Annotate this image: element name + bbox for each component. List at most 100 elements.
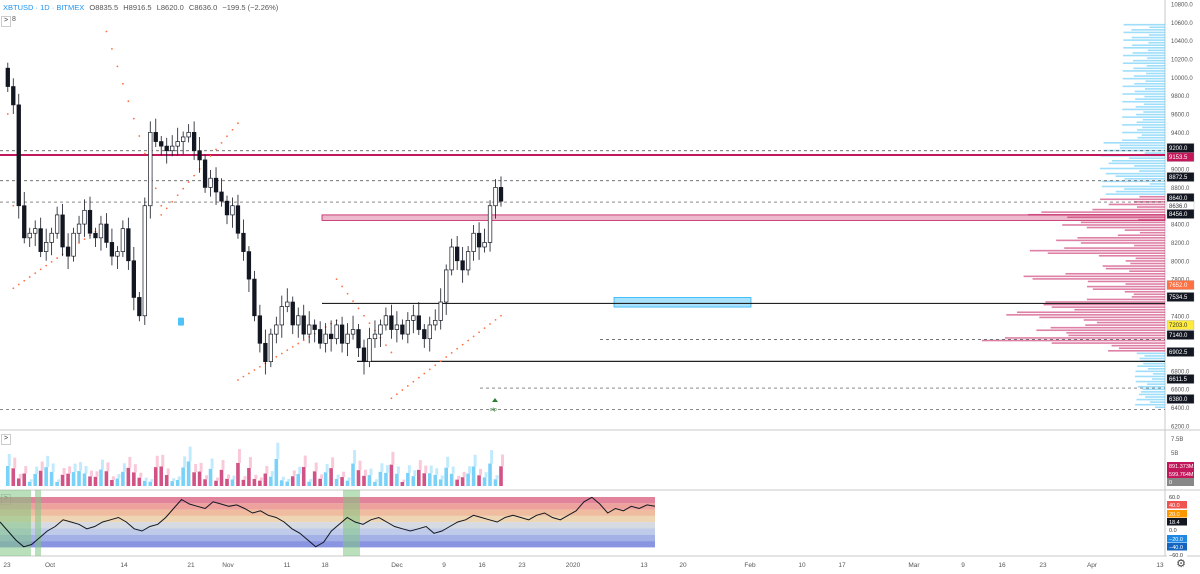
volume-level-tag[interactable] <box>1167 462 1194 470</box>
candle[interactable] <box>197 150 202 161</box>
demand-zone[interactable] <box>613 297 752 308</box>
candle[interactable] <box>411 315 416 321</box>
candle[interactable] <box>131 260 136 298</box>
candle[interactable] <box>460 260 465 271</box>
candle[interactable] <box>471 232 476 252</box>
candle[interactable] <box>120 228 126 252</box>
candle[interactable] <box>345 333 350 344</box>
candle[interactable] <box>202 159 208 188</box>
symbol-name[interactable]: XBTUSD · 1D · BITMEX <box>3 3 85 12</box>
candle[interactable] <box>465 251 471 271</box>
candle[interactable] <box>82 209 87 225</box>
candle[interactable] <box>405 320 410 335</box>
volume-collapse-button[interactable]: > <box>1 434 11 445</box>
volume-level-tag[interactable] <box>1167 478 1194 486</box>
candle[interactable] <box>389 315 394 330</box>
price-level-tag[interactable] <box>1166 330 1195 340</box>
oscillator-level-tag[interactable] <box>1167 551 1187 559</box>
candle[interactable] <box>87 209 93 234</box>
candle[interactable] <box>312 324 317 330</box>
price-level-tag[interactable] <box>1166 292 1195 302</box>
candle[interactable] <box>175 141 180 147</box>
candle[interactable] <box>378 324 383 335</box>
candle[interactable] <box>279 306 284 326</box>
candle[interactable] <box>235 205 241 234</box>
candle[interactable] <box>323 333 328 344</box>
candle[interactable] <box>433 320 438 326</box>
price-level-tag[interactable] <box>1166 347 1195 357</box>
price-level-tag[interactable] <box>1166 209 1195 219</box>
candle[interactable] <box>170 145 175 152</box>
candle[interactable] <box>186 132 191 138</box>
candle[interactable] <box>383 315 389 326</box>
oscillator-level-tag[interactable] <box>1167 493 1187 501</box>
signal-marker[interactable] <box>178 317 184 326</box>
candle[interactable] <box>224 200 230 216</box>
candle[interactable] <box>427 324 432 340</box>
candle[interactable] <box>318 329 323 344</box>
price-level-tag[interactable] <box>1166 280 1195 290</box>
candle[interactable] <box>142 205 147 317</box>
candle[interactable] <box>350 329 356 335</box>
candle[interactable] <box>191 132 197 152</box>
candle[interactable] <box>98 223 104 239</box>
candle[interactable] <box>33 228 38 234</box>
candle[interactable] <box>257 315 263 344</box>
candle[interactable] <box>76 223 82 234</box>
candle[interactable] <box>487 205 493 243</box>
candle[interactable] <box>164 145 169 152</box>
candle[interactable] <box>263 342 268 362</box>
candle[interactable] <box>22 205 27 239</box>
candle[interactable] <box>394 324 400 330</box>
price-level-tag[interactable] <box>1166 394 1195 404</box>
candle[interactable] <box>334 324 339 340</box>
oscillator-level-tag[interactable] <box>1167 518 1187 526</box>
candle[interactable] <box>126 228 131 262</box>
price-level-tag[interactable] <box>1166 374 1195 384</box>
candle[interactable] <box>455 246 460 262</box>
volume-level-tag[interactable] <box>1167 470 1194 478</box>
candle[interactable] <box>109 242 115 257</box>
candle[interactable] <box>208 177 213 188</box>
candle[interactable] <box>93 232 98 239</box>
candle[interactable] <box>219 191 224 202</box>
symbol-info-bar[interactable]: XBTUSD · 1D · BITMEX O8835.5 H8916.5 L86… <box>3 3 363 17</box>
candle[interactable] <box>148 132 153 207</box>
candle[interactable] <box>285 301 290 307</box>
candle[interactable] <box>241 232 246 252</box>
gear-icon[interactable]: ⚙ <box>1176 558 1186 570</box>
candle[interactable] <box>476 232 482 248</box>
indicator-collapse-button[interactable]: > <box>1 16 11 27</box>
candle[interactable] <box>493 187 498 207</box>
candle[interactable] <box>44 242 49 252</box>
candle[interactable] <box>252 278 257 317</box>
oscillator-level-tag[interactable] <box>1167 543 1187 551</box>
candle[interactable] <box>296 315 301 326</box>
candle[interactable] <box>444 269 449 303</box>
candle[interactable] <box>339 324 345 344</box>
candle[interactable] <box>213 177 219 193</box>
candle[interactable] <box>60 214 65 248</box>
candle[interactable] <box>54 214 60 234</box>
candle[interactable] <box>372 333 378 340</box>
candle[interactable] <box>422 329 427 340</box>
price-level-tag[interactable] <box>1166 172 1195 182</box>
candle[interactable] <box>181 136 186 142</box>
time-axis[interactable]: 23 Oct 14 21 Nov 11 18 Dec 9 16 23 2020 13 20 Feb 10 17 M… <box>3 562 1164 569</box>
oscillator-level-tag[interactable] <box>1167 535 1187 543</box>
candle[interactable] <box>38 228 43 252</box>
candle[interactable] <box>159 141 164 147</box>
candle[interactable] <box>5 67 10 87</box>
candle[interactable] <box>268 333 273 362</box>
candle[interactable] <box>307 324 312 335</box>
candle[interactable] <box>356 329 361 349</box>
candle[interactable] <box>65 246 71 257</box>
candle[interactable] <box>104 223 109 243</box>
candle[interactable] <box>449 246 454 271</box>
candle[interactable] <box>274 324 279 335</box>
candle[interactable] <box>367 338 372 362</box>
oscillator-level-tag[interactable] <box>1167 501 1187 509</box>
candle[interactable] <box>153 132 158 142</box>
price-level-tag[interactable] <box>1166 152 1195 162</box>
candle[interactable] <box>482 242 487 248</box>
